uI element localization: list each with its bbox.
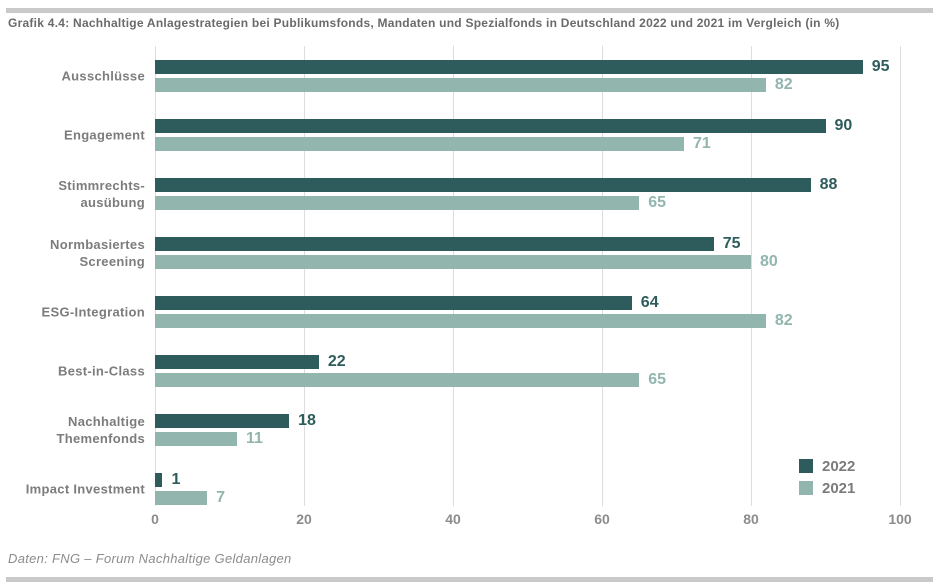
gridline-100 <box>900 46 901 506</box>
category-label: Ausschlüsse <box>61 68 145 84</box>
legend-item-2022: 2022 <box>799 455 855 477</box>
bar-2021 <box>155 373 640 387</box>
bar-2021 <box>155 196 640 210</box>
value-label-2022: 18 <box>298 412 316 429</box>
bar-2022 <box>155 178 811 192</box>
value-label-2021: 71 <box>692 135 711 152</box>
plot-area: 95 82 90 71 88 65 75 80 64 82 22 65 18 11 1 7 <box>155 46 901 506</box>
value-label-2021: 65 <box>648 371 667 388</box>
legend-label-2021: 2021 <box>822 479 856 497</box>
category-label: Stimmrechts- ausübung <box>58 178 145 210</box>
category-label: Normbasiertes Screening <box>50 237 145 269</box>
x-tick-label-20: 20 <box>296 511 312 527</box>
top-rule <box>6 8 933 13</box>
x-tick-label-80: 80 <box>743 511 759 527</box>
bar-2021 <box>155 314 766 328</box>
category-axis: Ausschlüsse Engagement Stimmrechts- ausübu… <box>0 46 145 506</box>
bar-2022 <box>155 414 290 428</box>
category-label: Best-in-Class <box>58 363 145 379</box>
value-label-2022: 95 <box>871 58 890 75</box>
legend: 2022 2021 <box>799 455 855 499</box>
legend-swatch-2022 <box>799 459 813 473</box>
value-label-2021: 11 <box>245 430 263 447</box>
bar-2021 <box>155 78 766 92</box>
x-tick-label-40: 40 <box>445 511 461 527</box>
value-label-2021: 80 <box>760 253 778 270</box>
chart-title: Grafik 4.4: Nachhaltige Anlagestrategien… <box>8 16 840 30</box>
value-label-2022: 90 <box>834 117 853 134</box>
legend-swatch-2021 <box>799 481 813 495</box>
gridline-80 <box>751 46 752 506</box>
value-label-2022: 22 <box>327 353 346 370</box>
x-axis: 0 20 40 60 80 100 <box>151 510 912 530</box>
legend-item-2021: 2021 <box>799 477 855 499</box>
category-label: Engagement <box>63 127 145 143</box>
bar-2022 <box>155 473 163 487</box>
category-label: Impact Investment <box>25 481 145 497</box>
value-label-2022: 75 <box>722 235 741 252</box>
gridline-0 <box>155 46 156 506</box>
category-label: Nachhaltige Themenfonds <box>56 414 145 446</box>
gridline-20 <box>304 46 305 506</box>
value-label-2021: 7 <box>216 489 226 506</box>
bar-2022 <box>155 296 632 310</box>
legend-label-2022: 2022 <box>822 457 856 475</box>
bar-2021 <box>155 137 684 151</box>
value-label-2022: 64 <box>640 294 659 311</box>
bar-2022 <box>155 119 826 133</box>
bar-2021 <box>155 432 237 446</box>
x-tick-label-0: 0 <box>151 511 159 527</box>
bar-2021 <box>155 491 208 505</box>
bar-2022 <box>155 355 319 369</box>
x-tick-label-100: 100 <box>888 511 912 527</box>
bottom-rule <box>6 577 933 582</box>
data-source: Daten: FNG – Forum Nachhaltige Geldanlag… <box>8 551 292 566</box>
value-label-2022: 88 <box>819 176 838 193</box>
value-label-2022: 1 <box>171 471 181 488</box>
gridline-40 <box>453 46 454 506</box>
x-tick-label-60: 60 <box>594 511 610 527</box>
gridline-60 <box>602 46 603 506</box>
bar-2022 <box>155 237 714 251</box>
category-label: ESG-Integration <box>41 304 145 320</box>
bar-2021 <box>155 255 751 269</box>
value-label-2021: 82 <box>774 76 793 93</box>
value-label-2021: 65 <box>648 194 667 211</box>
value-label-2021: 82 <box>774 312 793 329</box>
bar-2022 <box>155 60 863 74</box>
